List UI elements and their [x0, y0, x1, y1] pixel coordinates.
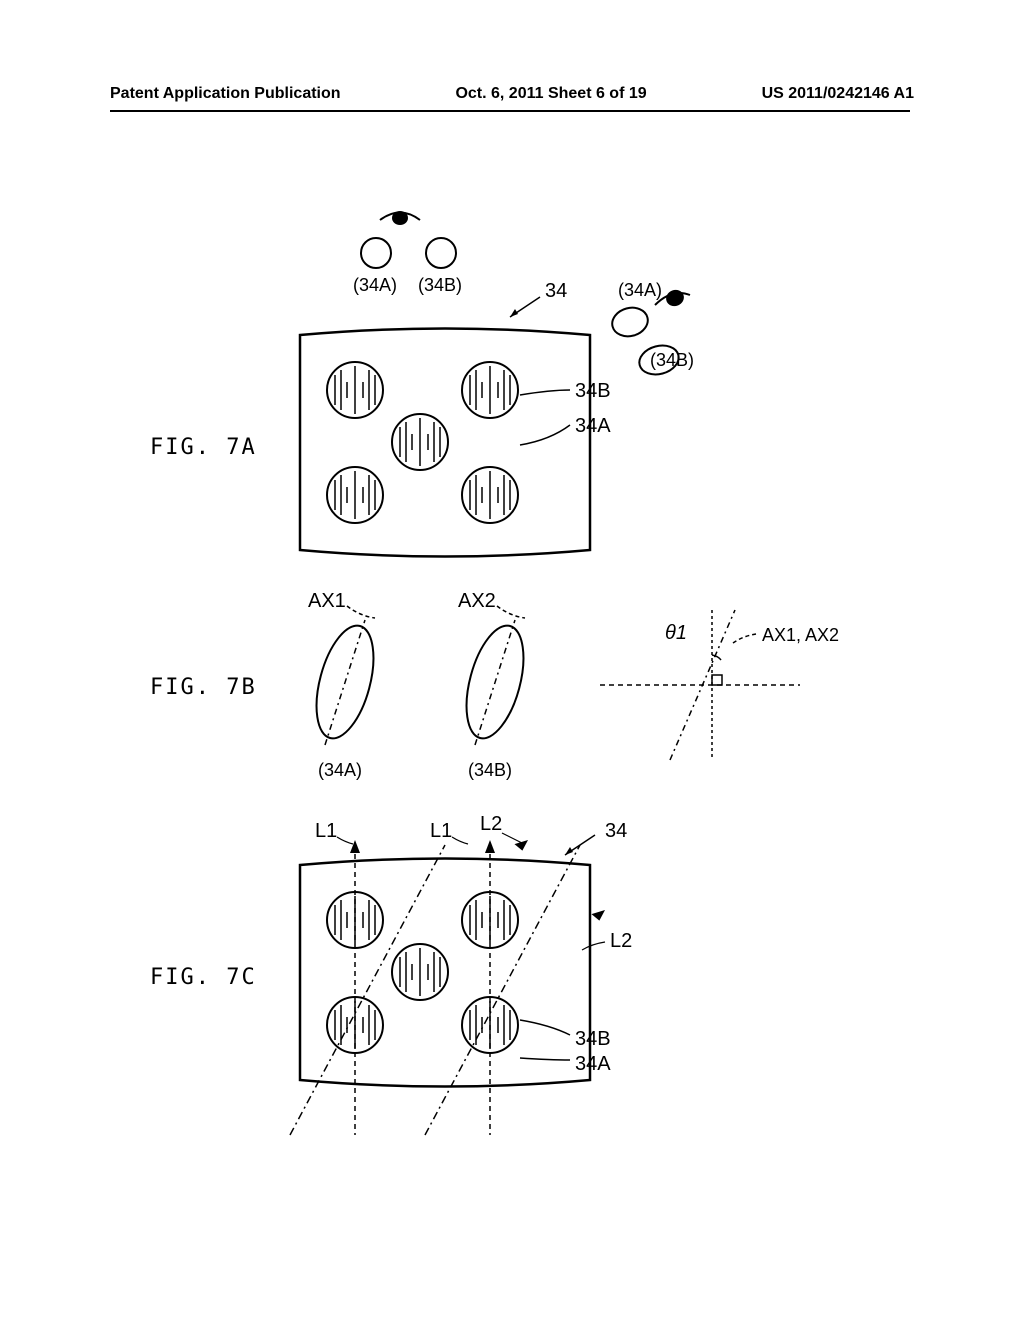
arrow-34-7c [555, 830, 605, 860]
page-header: Patent Application Publication Oct. 6, 2… [0, 85, 1024, 103]
l2-lead-right [580, 938, 608, 956]
circle-34a-top [358, 235, 394, 271]
fig7b-ax2-lead [495, 598, 535, 623]
header-center: Oct. 6, 2011 Sheet 6 of 19 [455, 85, 646, 103]
l1-lead-right [450, 832, 470, 847]
label-ax2: AX2 [458, 590, 496, 613]
label-l1-right: L1 [430, 820, 452, 843]
eye-top-icon [375, 200, 425, 230]
label-34a-7c: 34A [575, 1053, 611, 1076]
label-34a-lead: 34A [575, 415, 611, 438]
fig7b-ax1-lead [345, 598, 385, 623]
fig7c-label: FIG. 7C [150, 965, 257, 990]
l2-lead-top [500, 828, 525, 846]
label-34b-7b: (34B) [468, 760, 512, 781]
header-left: Patent Application Publication [110, 85, 341, 103]
label-l2-right: L2 [610, 930, 632, 953]
label-l2-top: L2 [480, 813, 502, 836]
label-34: 34 [545, 280, 567, 303]
fig7c-lines [260, 815, 660, 1150]
label-theta: θ1 [665, 622, 687, 645]
label-ax12: AX1, AX2 [762, 625, 839, 646]
arrow-34 [500, 292, 550, 322]
diagram-container: (34A) (34B) (34A) (34B) 34 FIG. 7A [0, 180, 1024, 1180]
label-ax1: AX1 [308, 590, 346, 613]
fig7b-ellipse2 [445, 610, 545, 755]
label-l1-left: L1 [315, 820, 337, 843]
label-34b-top: (34B) [418, 275, 462, 296]
ax12-lead [731, 628, 761, 648]
circle-34b-top [423, 235, 459, 271]
label-34b-lead: 34B [575, 380, 611, 403]
label-34-7c: 34 [605, 820, 627, 843]
header-right: US 2011/0242146 A1 [762, 85, 914, 103]
l1-lead-left [335, 832, 355, 847]
label-34b-right: (34B) [650, 350, 694, 371]
fig7b-ellipse1 [295, 610, 395, 755]
fig7b-label: FIG. 7B [150, 675, 257, 700]
label-34a-7b: (34A) [318, 760, 362, 781]
header-rule [110, 110, 910, 112]
label-34a-right: (34A) [618, 280, 662, 301]
fig7a-label: FIG. 7A [150, 435, 257, 460]
label-34b-7c: 34B [575, 1028, 611, 1051]
label-34a-top: (34A) [353, 275, 397, 296]
